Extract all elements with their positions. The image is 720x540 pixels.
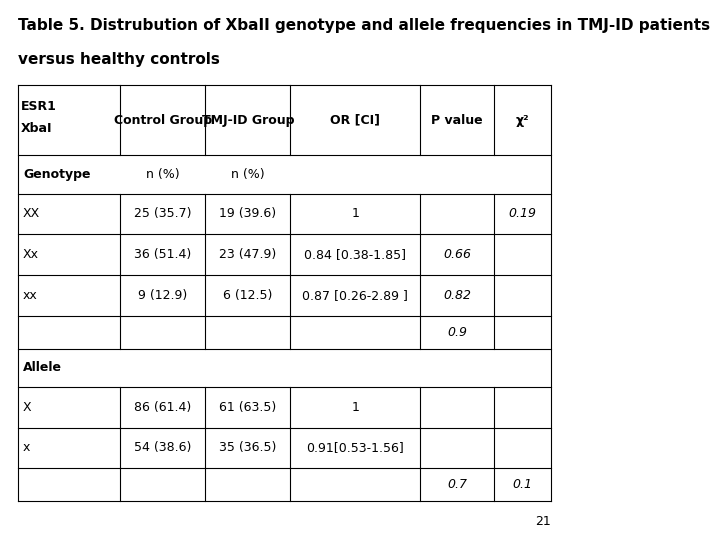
Text: n (%): n (%) [146, 168, 179, 181]
Text: xx: xx [23, 289, 37, 302]
Text: 23 (47.9): 23 (47.9) [219, 248, 276, 261]
Text: 1: 1 [351, 207, 359, 220]
Text: 9 (12.9): 9 (12.9) [138, 289, 187, 302]
Text: 35 (36.5): 35 (36.5) [219, 441, 276, 455]
Text: 19 (39.6): 19 (39.6) [219, 207, 276, 220]
Text: 0.19: 0.19 [508, 207, 536, 220]
Text: χ²: χ² [516, 113, 529, 126]
Text: TMJ-ID Group: TMJ-ID Group [202, 113, 294, 126]
Text: Xx: Xx [23, 248, 39, 261]
Text: ESR1: ESR1 [21, 100, 57, 113]
Text: 0.9: 0.9 [447, 326, 467, 339]
Text: XbaI: XbaI [21, 122, 53, 134]
Text: 6 (12.5): 6 (12.5) [223, 289, 272, 302]
Text: 61 (63.5): 61 (63.5) [219, 401, 276, 414]
Text: Allele: Allele [23, 361, 62, 374]
Text: X: X [23, 401, 32, 414]
Text: 25 (35.7): 25 (35.7) [134, 207, 192, 220]
Text: n (%): n (%) [231, 168, 264, 181]
Text: Genotype: Genotype [23, 168, 91, 181]
Text: 0.84 [0.38-1.85]: 0.84 [0.38-1.85] [305, 248, 406, 261]
Text: 0.91[0.53-1.56]: 0.91[0.53-1.56] [307, 441, 404, 455]
Text: XX: XX [23, 207, 40, 220]
Text: 21: 21 [535, 515, 551, 528]
Text: 86 (61.4): 86 (61.4) [134, 401, 192, 414]
Text: OR [CI]: OR [CI] [330, 113, 380, 126]
Text: 0.66: 0.66 [444, 248, 472, 261]
Text: Table 5. Distrubution of XbaII genotype and allele frequencies in TMJ-ID patient: Table 5. Distrubution of XbaII genotype … [19, 17, 711, 32]
Text: 0.87 [0.26-2.89 ]: 0.87 [0.26-2.89 ] [302, 289, 408, 302]
Text: versus healthy controls: versus healthy controls [19, 52, 220, 68]
Text: 0.1: 0.1 [513, 478, 532, 491]
Text: 54 (38.6): 54 (38.6) [134, 441, 192, 455]
Text: Control Group: Control Group [114, 113, 212, 126]
Text: 1: 1 [351, 401, 359, 414]
Text: 36 (51.4): 36 (51.4) [134, 248, 192, 261]
Text: 0.7: 0.7 [447, 478, 467, 491]
Text: P value: P value [431, 113, 483, 126]
Text: x: x [23, 441, 30, 455]
Text: 0.82: 0.82 [444, 289, 472, 302]
